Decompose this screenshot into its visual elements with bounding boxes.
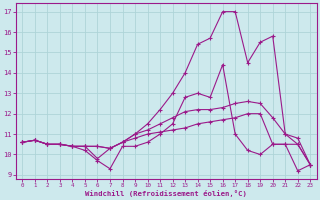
X-axis label: Windchill (Refroidissement éolien,°C): Windchill (Refroidissement éolien,°C) — [85, 190, 247, 197]
